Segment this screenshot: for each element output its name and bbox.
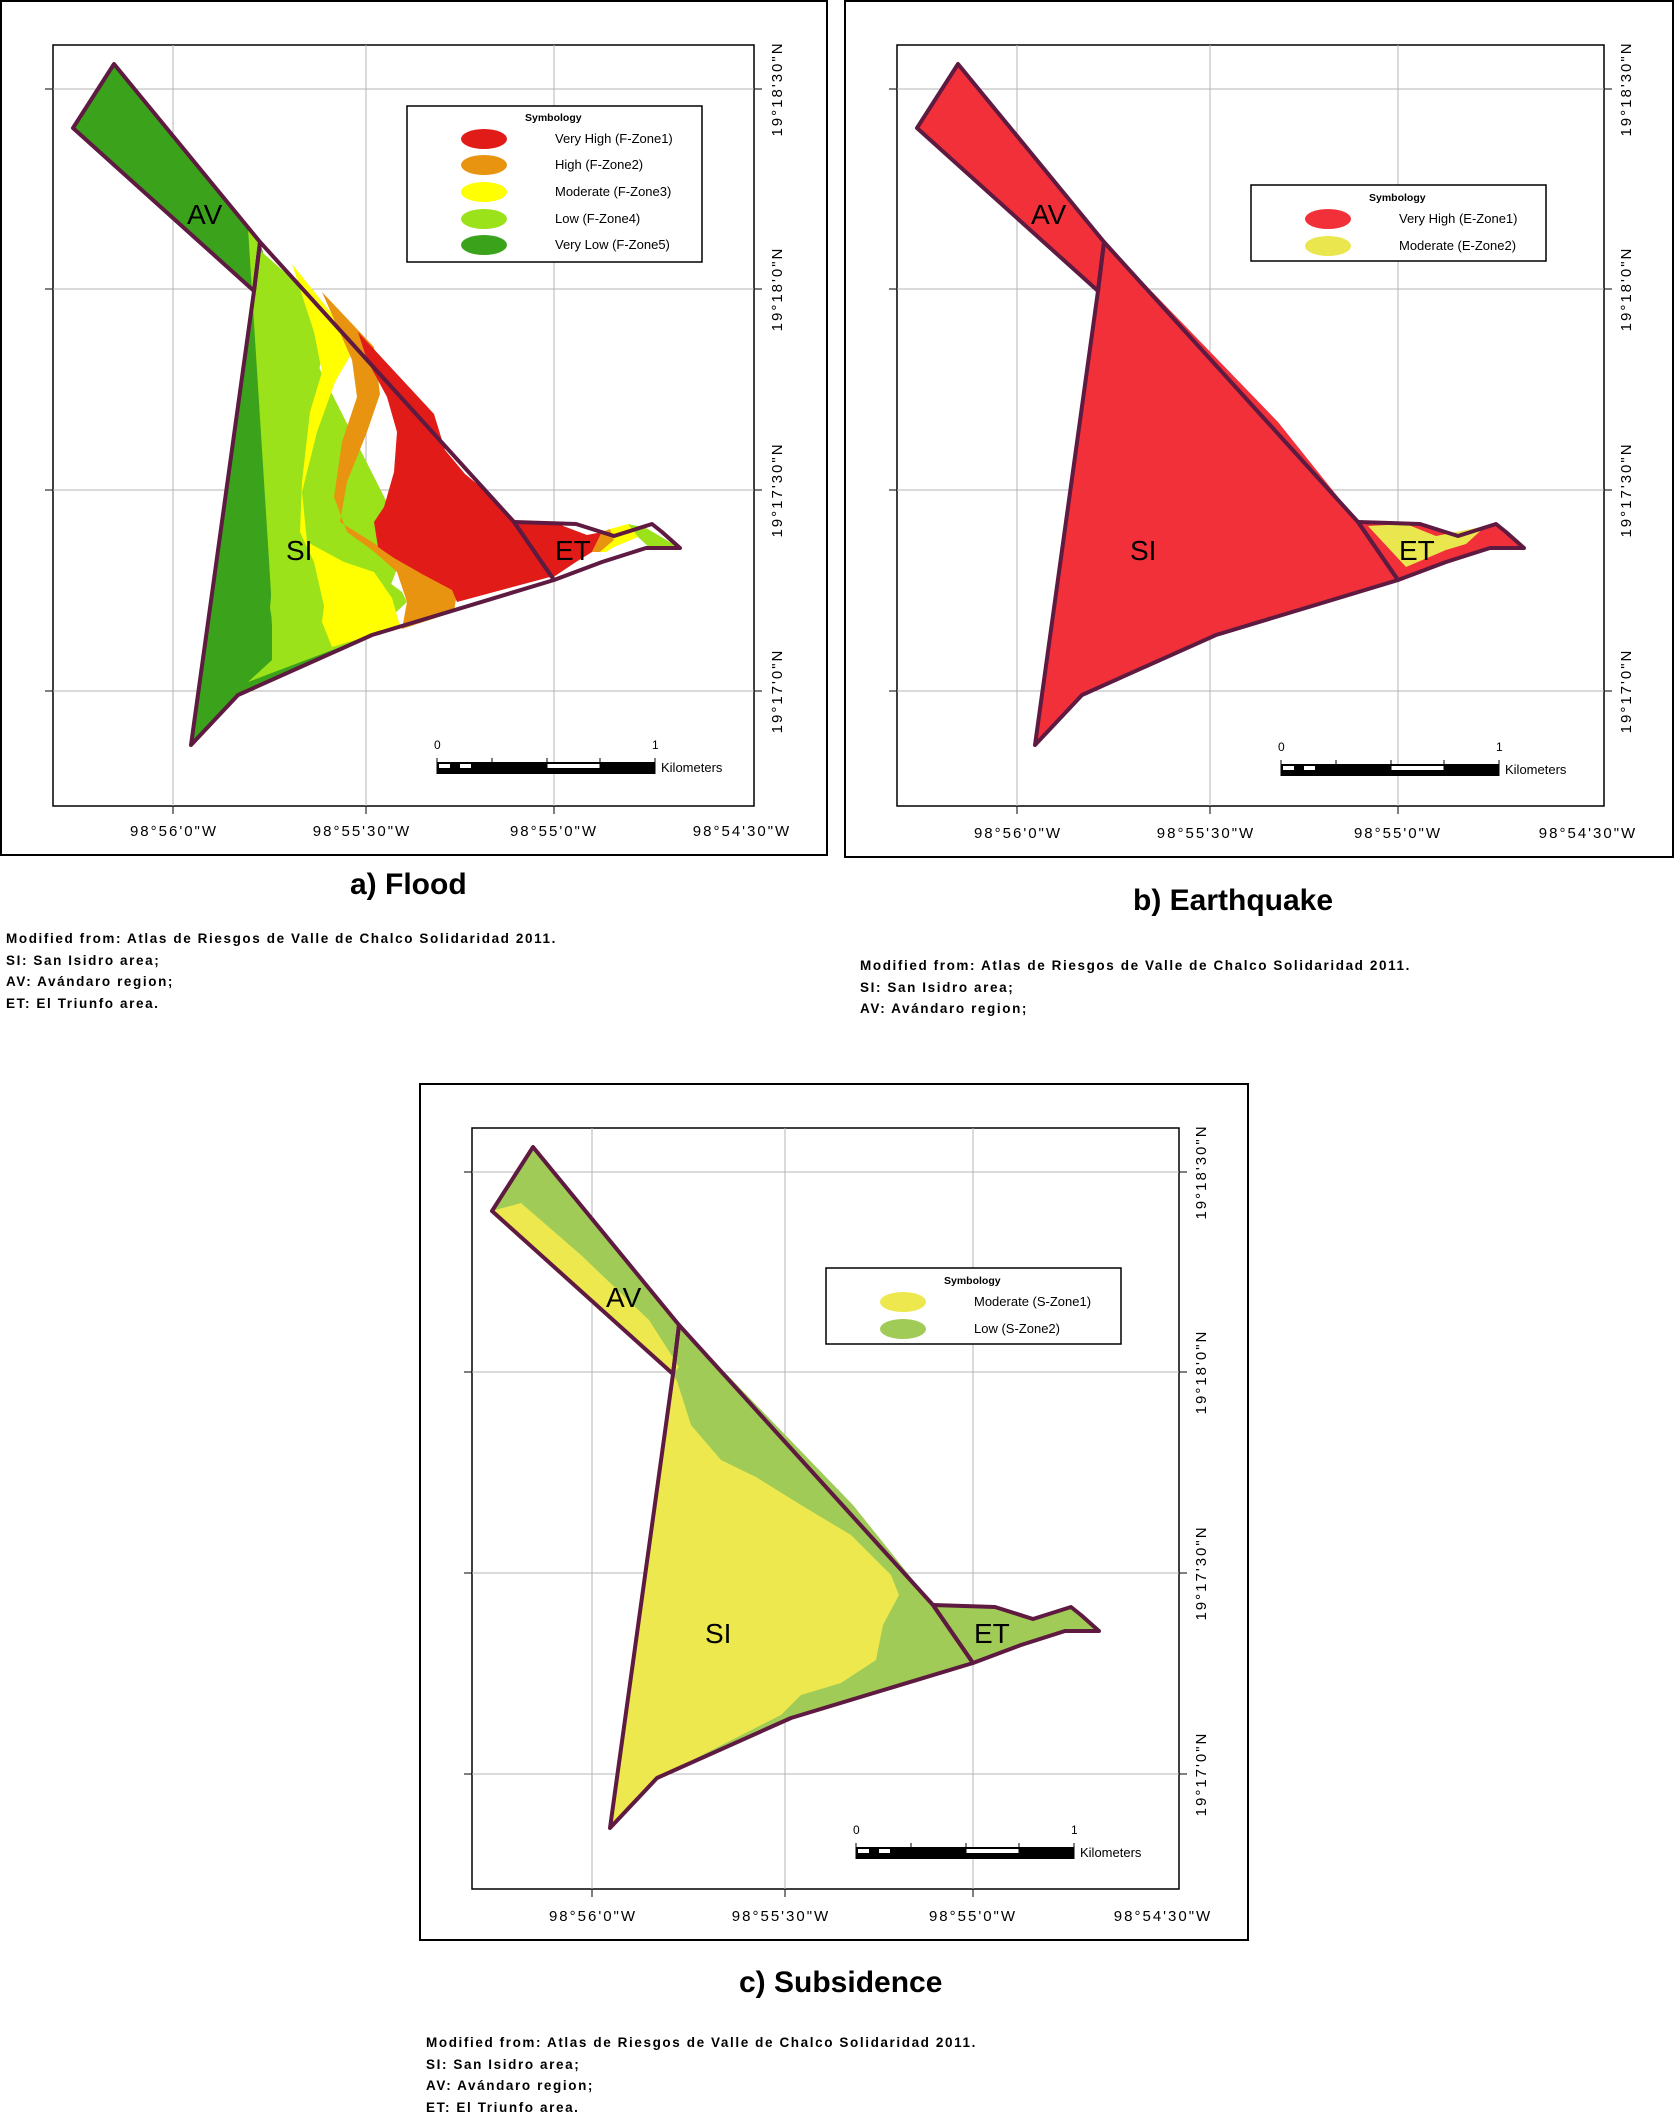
scale-end: 1 — [652, 738, 659, 752]
lon-label: 98°56'0"W — [549, 1908, 637, 1925]
legend-label: Moderate (S-Zone1) — [974, 1294, 1091, 1309]
lat-label: 19°17'0"N — [769, 649, 786, 734]
note-line: Modified from: Atlas de Riesgos de Valle… — [6, 928, 557, 950]
lat-label: 19°18'0"N — [1193, 1330, 1210, 1415]
subsidence-map-panel: AV SI ET Symbology Moderate (S-Zone1) Lo… — [419, 1083, 1249, 1941]
region-label-av: AV — [1031, 199, 1067, 230]
scale-unit: Kilometers — [661, 760, 723, 775]
scale-bar: 0 1 Kilometers — [434, 738, 723, 775]
region-label-av: AV — [187, 199, 223, 230]
lat-label: 19°17'30"N — [769, 442, 786, 537]
scale-start: 0 — [853, 1823, 860, 1837]
note-line: SI: San Isidro area; — [860, 977, 1411, 999]
region-label-si: SI — [286, 535, 312, 566]
legend-label: Very High (F-Zone1) — [555, 131, 673, 146]
note-line: AV: Avándaro region; — [860, 998, 1411, 1020]
scale-bar: 0 1 Kilometers — [1278, 740, 1567, 777]
lon-label: 98°54'30"W — [693, 823, 791, 840]
legend: Symbology Moderate (S-Zone1) Low (S-Zone… — [826, 1268, 1121, 1344]
subsidence-notes: Modified from: Atlas de Riesgos de Valle… — [426, 2032, 977, 2118]
legend-swatch — [1305, 209, 1351, 229]
legend-swatch — [461, 209, 507, 229]
legend-label: Moderate (F-Zone3) — [555, 184, 671, 199]
legend-label: Very Low (F-Zone5) — [555, 237, 670, 252]
lon-label: 98°55'0"W — [510, 823, 598, 840]
lat-label: 19°18'30"N — [1193, 1124, 1210, 1219]
scale-unit: Kilometers — [1080, 1845, 1142, 1860]
region-label-et: ET — [974, 1618, 1010, 1649]
legend-swatch — [880, 1319, 926, 1339]
lon-label: 98°54'30"W — [1539, 825, 1637, 842]
lat-label: 19°17'0"N — [1618, 649, 1635, 734]
legend: Symbology Very High (F-Zone1) High (F-Zo… — [407, 106, 702, 262]
note-line: AV: Avándaro region; — [6, 971, 557, 993]
lon-label: 98°55'30"W — [313, 823, 411, 840]
legend-label: Very High (E-Zone1) — [1399, 211, 1518, 226]
lon-label: 98°55'30"W — [1157, 825, 1255, 842]
lat-label: 19°18'30"N — [769, 41, 786, 136]
legend-title: Symbology — [1369, 192, 1426, 204]
lon-label: 98°56'0"W — [974, 825, 1062, 842]
legend-swatch — [880, 1292, 926, 1312]
lon-label: 98°55'0"W — [929, 1908, 1017, 1925]
lat-label: 19°18'0"N — [769, 247, 786, 332]
note-line: Modified from: Atlas de Riesgos de Valle… — [860, 955, 1411, 977]
scale-end: 1 — [1071, 1823, 1078, 1837]
scale-unit: Kilometers — [1505, 762, 1567, 777]
legend: Symbology Very High (E-Zone1) Moderate (… — [1251, 185, 1546, 261]
scale-bar: 0 1 Kilometers — [853, 1823, 1142, 1860]
legend-title: Symbology — [525, 112, 582, 124]
legend-swatch — [461, 155, 507, 175]
subsidence-map: AV SI ET Symbology Moderate (S-Zone1) Lo… — [421, 1085, 1251, 1943]
region-label-si: SI — [1130, 535, 1156, 566]
region-label-si: SI — [705, 1618, 731, 1649]
legend-label: Low (F-Zone4) — [555, 211, 640, 226]
legend-label: High (F-Zone2) — [555, 157, 643, 172]
lat-label: 19°17'30"N — [1193, 1525, 1210, 1620]
earthquake-zone-very-high — [917, 64, 1524, 745]
earthquake-map: AV SI ET Symbology Very High (E-Zone1) M… — [846, 2, 1674, 860]
region-label-et: ET — [555, 535, 591, 566]
earthquake-caption: b) Earthquake — [1133, 884, 1333, 918]
subsidence-zone-low — [492, 1147, 1099, 1828]
flood-notes: Modified from: Atlas de Riesgos de Valle… — [6, 928, 557, 1014]
note-line: SI: San Isidro area; — [6, 950, 557, 972]
note-line: Modified from: Atlas de Riesgos de Valle… — [426, 2032, 977, 2054]
lon-label: 98°54'30"W — [1114, 1908, 1212, 1925]
flood-map: AV SI ET Symbology Very High (F-Zone1) H… — [2, 2, 830, 858]
region-label-et: ET — [1399, 535, 1435, 566]
legend-swatch — [461, 235, 507, 255]
earthquake-map-panel: AV SI ET Symbology Very High (E-Zone1) M… — [844, 0, 1674, 858]
legend-swatch — [1305, 236, 1351, 256]
legend-label: Moderate (E-Zone2) — [1399, 238, 1516, 253]
region-label-av: AV — [606, 1282, 642, 1313]
lat-label: 19°18'0"N — [1618, 247, 1635, 332]
lon-label: 98°56'0"W — [130, 823, 218, 840]
earthquake-notes: Modified from: Atlas de Riesgos de Valle… — [860, 955, 1411, 1020]
lat-label: 19°17'30"N — [1618, 442, 1635, 537]
subsidence-caption: c) Subsidence — [739, 1966, 942, 2000]
scale-start: 0 — [434, 738, 441, 752]
note-line: ET: El Triunfo area. — [6, 993, 557, 1015]
note-line: AV: Avándaro region; — [426, 2075, 977, 2097]
legend-swatch — [461, 129, 507, 149]
legend-swatch — [461, 182, 507, 202]
scale-start: 0 — [1278, 740, 1285, 754]
lon-label: 98°55'30"W — [732, 1908, 830, 1925]
lat-label: 19°18'30"N — [1618, 41, 1635, 136]
note-line: SI: San Isidro area; — [426, 2054, 977, 2076]
flood-caption: a) Flood — [350, 868, 467, 902]
lon-label: 98°55'0"W — [1354, 825, 1442, 842]
legend-title: Symbology — [944, 1275, 1001, 1287]
legend-label: Low (S-Zone2) — [974, 1321, 1060, 1336]
flood-map-panel: AV SI ET Symbology Very High (F-Zone1) H… — [0, 0, 828, 856]
lat-label: 19°17'0"N — [1193, 1732, 1210, 1817]
note-line: ET: El Triunfo area. — [426, 2097, 977, 2118]
scale-end: 1 — [1496, 740, 1503, 754]
